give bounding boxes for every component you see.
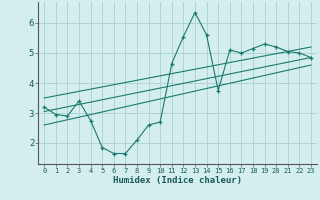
X-axis label: Humidex (Indice chaleur): Humidex (Indice chaleur) [113, 176, 242, 185]
